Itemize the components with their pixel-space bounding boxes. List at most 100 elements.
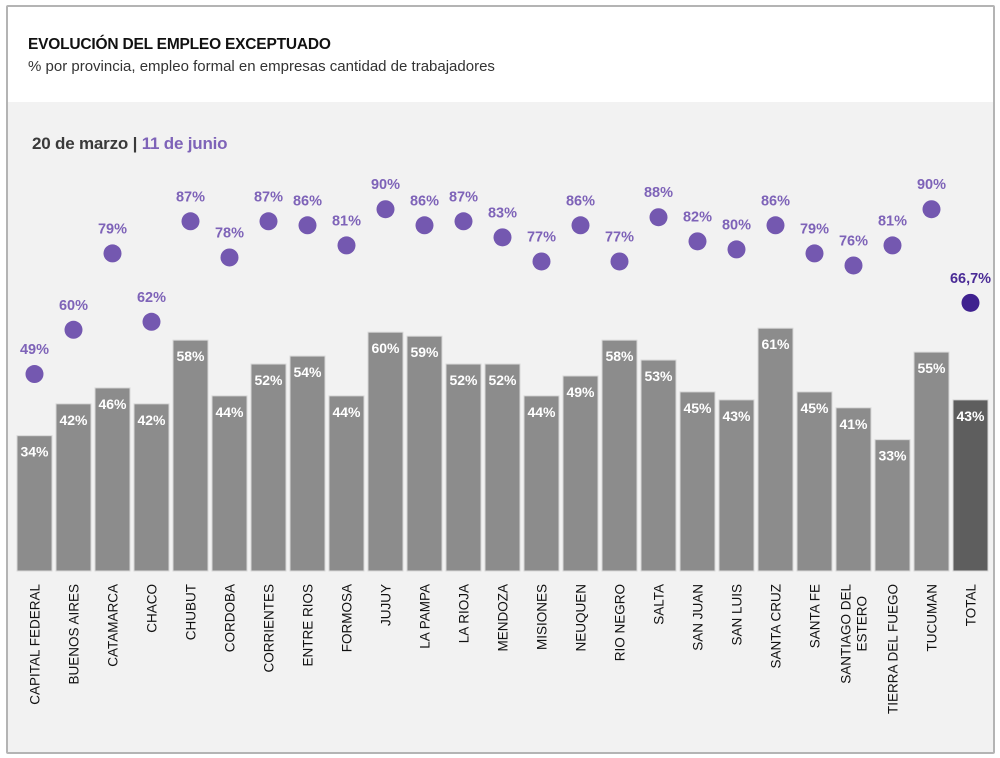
dot	[337, 236, 356, 255]
dot-label: 87%	[449, 189, 478, 205]
bar-label: 43%	[722, 408, 751, 424]
dot	[142, 312, 161, 331]
dot-label: 78%	[215, 225, 244, 241]
chart-title: EVOLUCIÓN DEL EMPLEO EXCEPTUADO	[28, 36, 331, 53]
bar-label: 42%	[137, 412, 166, 428]
bar	[289, 355, 326, 572]
bar	[562, 375, 599, 572]
bar	[328, 395, 365, 572]
bar	[55, 403, 92, 572]
dot	[610, 252, 629, 271]
dot	[181, 212, 200, 231]
dot-label: 79%	[800, 221, 829, 237]
bar	[250, 363, 287, 572]
category-label-text: NEUQUEN	[574, 584, 589, 652]
dot-label: 86%	[566, 193, 595, 209]
bar	[445, 363, 482, 572]
dot	[103, 244, 122, 263]
category-label: NEUQUEN	[574, 584, 589, 652]
bar	[16, 435, 53, 572]
legend: 20 de marzo | 11 de junio	[32, 134, 228, 154]
bar-label: 53%	[644, 368, 673, 384]
dot	[376, 200, 395, 219]
category-label-text: TOTAL	[964, 584, 979, 627]
bar	[406, 335, 443, 572]
dot	[883, 236, 902, 255]
dot	[571, 216, 590, 235]
dot-label: 77%	[527, 229, 556, 245]
category-label-text: JUJUY	[379, 584, 394, 626]
bar-label: 61%	[761, 336, 790, 352]
category-label-text: MENDOZA	[496, 584, 511, 652]
category-label-text: FORMOSA	[340, 584, 355, 652]
bar-label: 60%	[371, 340, 400, 356]
category-label-text: CAPITAL FEDERAL	[28, 584, 43, 705]
bar	[874, 439, 911, 572]
category-label-text: RIO NEGRO	[613, 584, 628, 661]
dot-label: 86%	[410, 193, 439, 209]
dot	[298, 216, 317, 235]
bar-label: 44%	[332, 404, 361, 420]
dot-label: 60%	[59, 298, 88, 314]
category-label: TUCUMAN	[925, 584, 940, 652]
category-label-text: ESTERO	[855, 596, 870, 652]
category-label: MISIONES	[535, 584, 550, 650]
bar	[796, 391, 833, 572]
dot	[532, 252, 551, 271]
category-label-text: SANTIAGO DEL	[839, 584, 854, 684]
category-label: BUENOS AIRES	[67, 584, 82, 685]
category-label: SAN JUAN	[691, 584, 706, 651]
bar-label: 42%	[59, 412, 88, 428]
bar-label: 52%	[449, 372, 478, 388]
bar-label: 52%	[254, 372, 283, 388]
category-label-text: TUCUMAN	[925, 584, 940, 652]
bar	[835, 407, 872, 572]
bar	[172, 339, 209, 572]
category-label: SANTA FE	[808, 584, 823, 648]
bar	[952, 399, 989, 572]
category-label: ENTRE RIOS	[301, 584, 316, 667]
category-label-text: TIERRA DEL FUEGO	[886, 584, 901, 714]
dot-label: 83%	[488, 205, 517, 221]
dot	[961, 293, 980, 312]
dot-label: 87%	[254, 189, 283, 205]
dot-label: 87%	[176, 189, 205, 205]
dot	[727, 240, 746, 259]
dot	[220, 248, 239, 267]
bar-label: 49%	[566, 384, 595, 400]
category-label: MENDOZA	[496, 584, 511, 652]
category-label: SANTIAGO DEL ESTERO	[839, 584, 870, 684]
bar-label: 45%	[800, 400, 829, 416]
bar	[757, 327, 794, 572]
category-label-text: ENTRE RIOS	[301, 584, 316, 667]
dot	[25, 365, 44, 384]
dot-label: 62%	[137, 290, 166, 306]
bar	[679, 391, 716, 572]
bar-label: 45%	[683, 400, 712, 416]
dot-label: 81%	[878, 213, 907, 229]
bar-label: 58%	[605, 348, 634, 364]
bar-label: 54%	[293, 364, 322, 380]
dot-label: 76%	[839, 233, 868, 249]
category-label: CAPITAL FEDERAL	[28, 584, 43, 705]
chart-subtitle: % por provincia, empleo formal en empres…	[28, 58, 495, 75]
category-label-text: MISIONES	[535, 584, 550, 650]
category-label: JUJUY	[379, 584, 394, 626]
category-label-text: CORDOBA	[223, 584, 238, 652]
bar	[484, 363, 521, 572]
category-label: CHUBUT	[184, 584, 199, 640]
category-label: RIO NEGRO	[613, 584, 628, 661]
dot-label: 90%	[917, 177, 946, 193]
bar	[367, 331, 404, 572]
bar-label: 34%	[20, 444, 49, 460]
legend-date-march: 20 de marzo	[32, 134, 129, 153]
category-label-text: CHUBUT	[184, 584, 199, 640]
category-label: LA RIOJA	[457, 584, 472, 643]
legend-date-june: 11 de junio	[141, 134, 228, 153]
dot	[766, 216, 785, 235]
bar	[601, 339, 638, 572]
dot	[259, 212, 278, 231]
dot	[688, 232, 707, 251]
dot-label: 79%	[98, 221, 127, 237]
